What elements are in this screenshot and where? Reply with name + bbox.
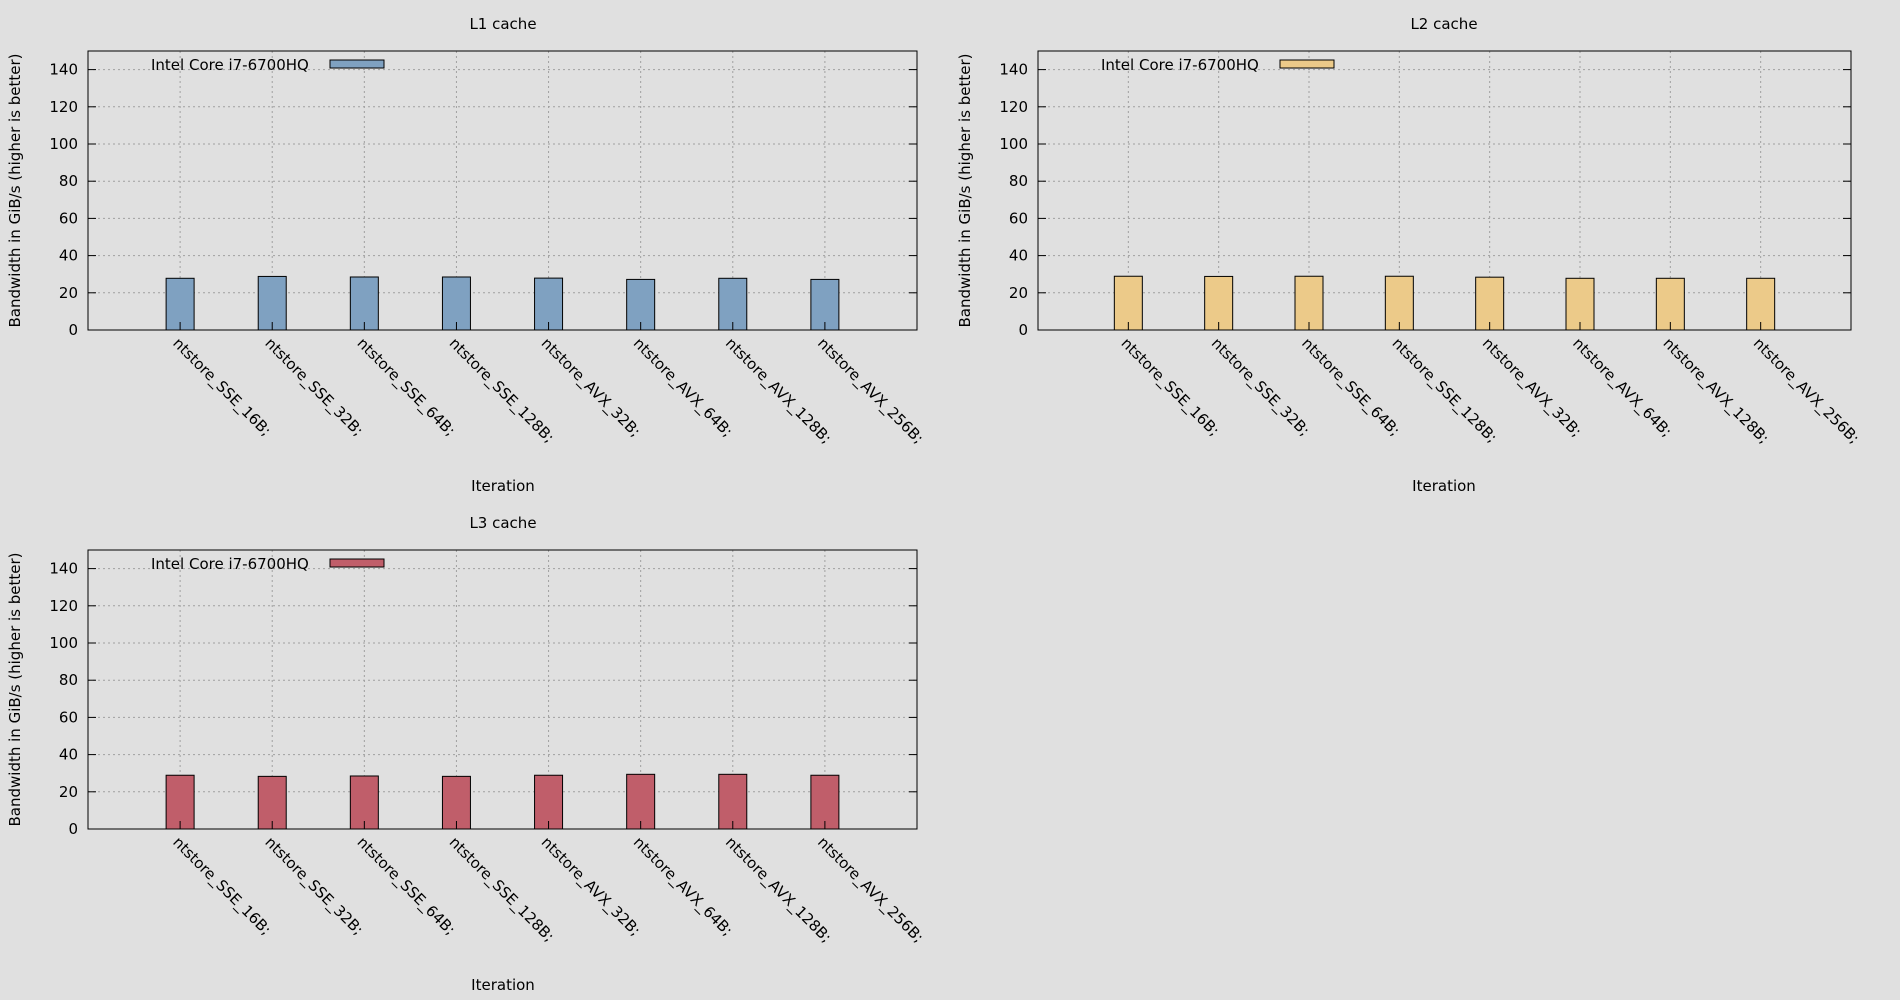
y-tick-label: 100 [49, 634, 78, 652]
chart-panel-2: L2 cache 0 20 40 60 80 100 120 140 Bandwidth in G… [956, 15, 1863, 495]
bar-1 [1113, 275, 1143, 331]
x-tick-label: ntstore_SSE_16B; [169, 334, 275, 440]
plot-frame [87, 549, 918, 830]
y-tick-label: 140 [999, 61, 1028, 79]
chart-panel-1: L1 cache 0 20 40 60 80 100 120 140 Bandwidth in G… [6, 15, 927, 495]
bar-7 [1655, 277, 1685, 331]
y-axis-label: Bandwidth in GiB/s (higher is better) [956, 53, 974, 327]
x-tick-label: ntstore_AVX_64B; [629, 833, 736, 940]
y-tick-label: 140 [49, 61, 78, 79]
y-tick-label: 120 [49, 597, 78, 615]
y-tick-label: 100 [49, 135, 78, 153]
bar-2 [257, 275, 287, 331]
bar-6 [626, 278, 656, 331]
y-tick-label: 80 [59, 671, 78, 689]
x-tick-label: ntstore_SSE_64B; [353, 833, 459, 939]
x-tick-label: ntstore_AVX_128B; [721, 833, 835, 947]
plot-frame [87, 50, 918, 331]
x-tick-label: ntstore_SSE_16B; [169, 833, 275, 939]
x-tick-label: ntstore_AVX_128B; [721, 334, 835, 448]
chart-panel-3: L3 cache 0 20 40 60 80 100 120 140 Bandwidth in G… [6, 514, 927, 994]
x-tick-label: ntstore_SSE_64B; [1297, 334, 1403, 440]
bar-3 [349, 276, 379, 331]
x-axis-label: Iteration [1412, 477, 1476, 495]
x-tick-label: ntstore_SSE_32B; [261, 334, 367, 440]
y-tick-label: 120 [999, 98, 1028, 116]
y-tick-label: 60 [59, 708, 78, 726]
y-tick-label: 20 [1009, 284, 1028, 302]
y-tick-label: 80 [1009, 172, 1028, 190]
bar-5 [534, 277, 564, 331]
legend-swatch [329, 59, 385, 69]
x-axis-label: Iteration [471, 477, 535, 495]
chart-title: L1 cache [469, 15, 536, 33]
bar-4 [441, 775, 471, 830]
legend-label: Intel Core i7-6700HQ [151, 56, 309, 74]
legend-swatch [1279, 59, 1335, 69]
bar-4 [441, 276, 471, 331]
bar-1 [165, 774, 195, 830]
y-tick-label: 80 [59, 172, 78, 190]
bar-5 [534, 774, 564, 830]
y-tick-label: 0 [68, 321, 78, 339]
chart-title: L3 cache [469, 514, 536, 532]
x-axis-label: Iteration [471, 976, 535, 994]
y-tick-label: 140 [49, 560, 78, 578]
legend-label: Intel Core i7-6700HQ [1101, 56, 1259, 74]
x-tick-label: ntstore_SSE_16B; [1117, 334, 1223, 440]
x-tick-label: ntstore_SSE_32B; [261, 833, 367, 939]
x-tick-label: ntstore_SSE_64B; [353, 334, 459, 440]
bar-8 [810, 774, 840, 830]
bar-6 [1565, 277, 1595, 331]
x-tick-label: ntstore_AVX_64B; [629, 334, 736, 441]
bar-2 [1204, 275, 1234, 331]
y-tick-label: 20 [59, 783, 78, 801]
bar-4 [1384, 275, 1414, 331]
x-tick-label: ntstore_SSE_32B; [1207, 334, 1313, 440]
y-tick-label: 0 [68, 820, 78, 838]
y-tick-label: 120 [49, 98, 78, 116]
x-tick-label: ntstore_AVX_32B; [1478, 334, 1585, 441]
x-tick-label: ntstore_SSE_128B; [445, 833, 558, 946]
y-tick-label: 0 [1018, 321, 1028, 339]
bar-8 [810, 278, 840, 331]
x-tick-label: ntstore_AVX_32B; [537, 334, 644, 441]
x-tick-label: ntstore_AVX_32B; [537, 833, 644, 940]
legend-label: Intel Core i7-6700HQ [151, 555, 309, 573]
y-tick-label: 60 [1009, 209, 1028, 227]
chart-title: L2 cache [1410, 15, 1477, 33]
y-tick-label: 40 [59, 247, 78, 265]
y-axis-label: Bandwidth in GiB/s (higher is better) [6, 552, 24, 826]
x-tick-label: ntstore_SSE_128B; [445, 334, 558, 447]
legend-swatch [329, 558, 385, 568]
y-tick-label: 20 [59, 284, 78, 302]
y-tick-label: 100 [999, 135, 1028, 153]
x-tick-label: ntstore_AVX_64B; [1568, 334, 1675, 441]
bar-5 [1475, 276, 1505, 331]
y-tick-label: 40 [1009, 247, 1028, 265]
y-axis-label: Bandwidth in GiB/s (higher is better) [6, 53, 24, 327]
bar-1 [165, 277, 195, 331]
bar-7 [718, 773, 748, 830]
y-tick-label: 40 [59, 746, 78, 764]
bar-6 [626, 773, 656, 830]
y-tick-label: 60 [59, 209, 78, 227]
plot-frame [1037, 50, 1852, 331]
bar-3 [1294, 275, 1324, 331]
